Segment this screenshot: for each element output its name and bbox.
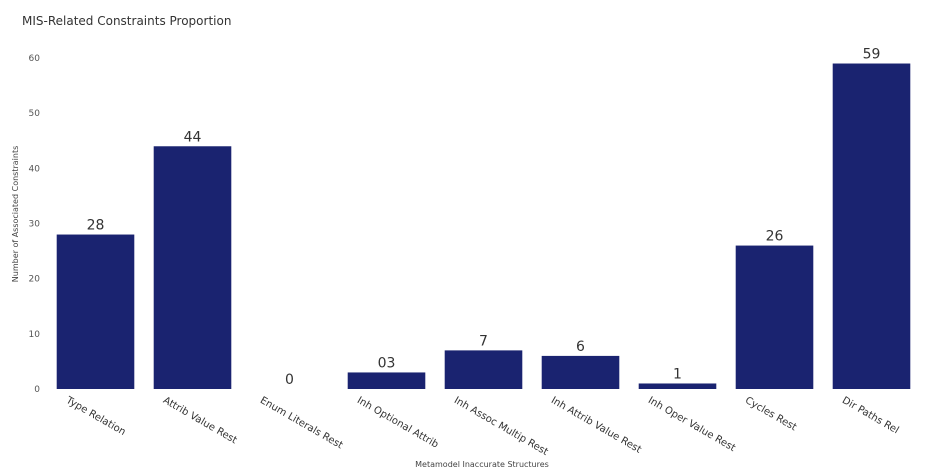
- y-tick-label: 30: [29, 220, 41, 230]
- bar: [56, 234, 135, 389]
- data-label: 6: [576, 339, 585, 355]
- bar: [541, 355, 620, 389]
- bar: [638, 383, 717, 389]
- bar: [153, 146, 232, 389]
- x-axis-label: Metamodel Inaccurate Structures: [415, 460, 549, 469]
- x-tick-label: Cycles Rest: [743, 395, 798, 433]
- x-tick-label: Inh Assoc Multip Rest: [452, 395, 550, 458]
- data-label: 03: [378, 355, 396, 371]
- x-tick-label: Dir Paths Rel: [840, 395, 901, 436]
- data-label: 1: [673, 366, 682, 382]
- y-tick-label: 20: [29, 275, 41, 285]
- x-tick-label: Attrib Value Rest: [161, 395, 239, 446]
- data-label: 44: [184, 129, 202, 145]
- y-tick-label: 60: [29, 54, 41, 64]
- x-tick-label: Inh Attrib Value Rest: [549, 395, 643, 456]
- chart-title: MIS-Related Constraints Proportion: [22, 14, 231, 28]
- data-label: 0: [285, 372, 294, 388]
- y-axis-ticks: 0 10 20 30 40 50 60: [29, 54, 41, 395]
- x-tick-label: Type Relation: [63, 395, 127, 438]
- x-tick-label: Inh Oper Value Rest: [646, 395, 737, 454]
- y-axis-label: Number of Associated Constraints: [11, 146, 20, 282]
- x-tick-label: Inh Optional Attrib: [355, 395, 440, 451]
- x-tick-label: Enum Literals Rest: [258, 395, 345, 451]
- data-label: 7: [479, 333, 488, 349]
- y-tick-label: 50: [29, 109, 41, 119]
- x-axis-ticks: Type Relation Attrib Value Rest Enum Liter…: [63, 395, 900, 458]
- bar: [735, 245, 814, 389]
- data-label: 26: [766, 229, 784, 245]
- bars: [56, 63, 911, 390]
- bar: [444, 350, 523, 389]
- y-tick-label: 10: [29, 330, 41, 340]
- bar: [347, 372, 426, 389]
- bar: [832, 63, 911, 390]
- data-label: 28: [87, 218, 105, 234]
- y-tick-label: 0: [34, 385, 40, 395]
- data-label: 59: [863, 47, 881, 63]
- data-labels: 28 44 0 03 7 6 1 26 59: [87, 47, 881, 388]
- y-tick-label: 40: [29, 164, 41, 174]
